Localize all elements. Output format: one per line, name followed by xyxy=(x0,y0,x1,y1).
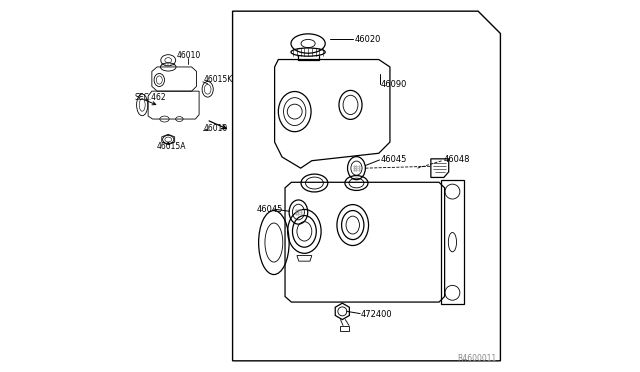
Text: 46045: 46045 xyxy=(381,155,407,164)
Text: 472400: 472400 xyxy=(361,310,392,319)
Text: 46015K: 46015K xyxy=(204,76,233,84)
Text: 46010: 46010 xyxy=(177,51,201,60)
Text: 46045: 46045 xyxy=(257,205,283,214)
Text: 46010: 46010 xyxy=(204,124,228,133)
Text: R4600011: R4600011 xyxy=(458,354,497,363)
Text: 46090: 46090 xyxy=(381,80,407,89)
Text: SEC.462: SEC.462 xyxy=(135,93,166,102)
Text: 46048: 46048 xyxy=(443,155,470,164)
Text: 46020: 46020 xyxy=(355,35,381,44)
Text: 46015A: 46015A xyxy=(157,142,187,151)
